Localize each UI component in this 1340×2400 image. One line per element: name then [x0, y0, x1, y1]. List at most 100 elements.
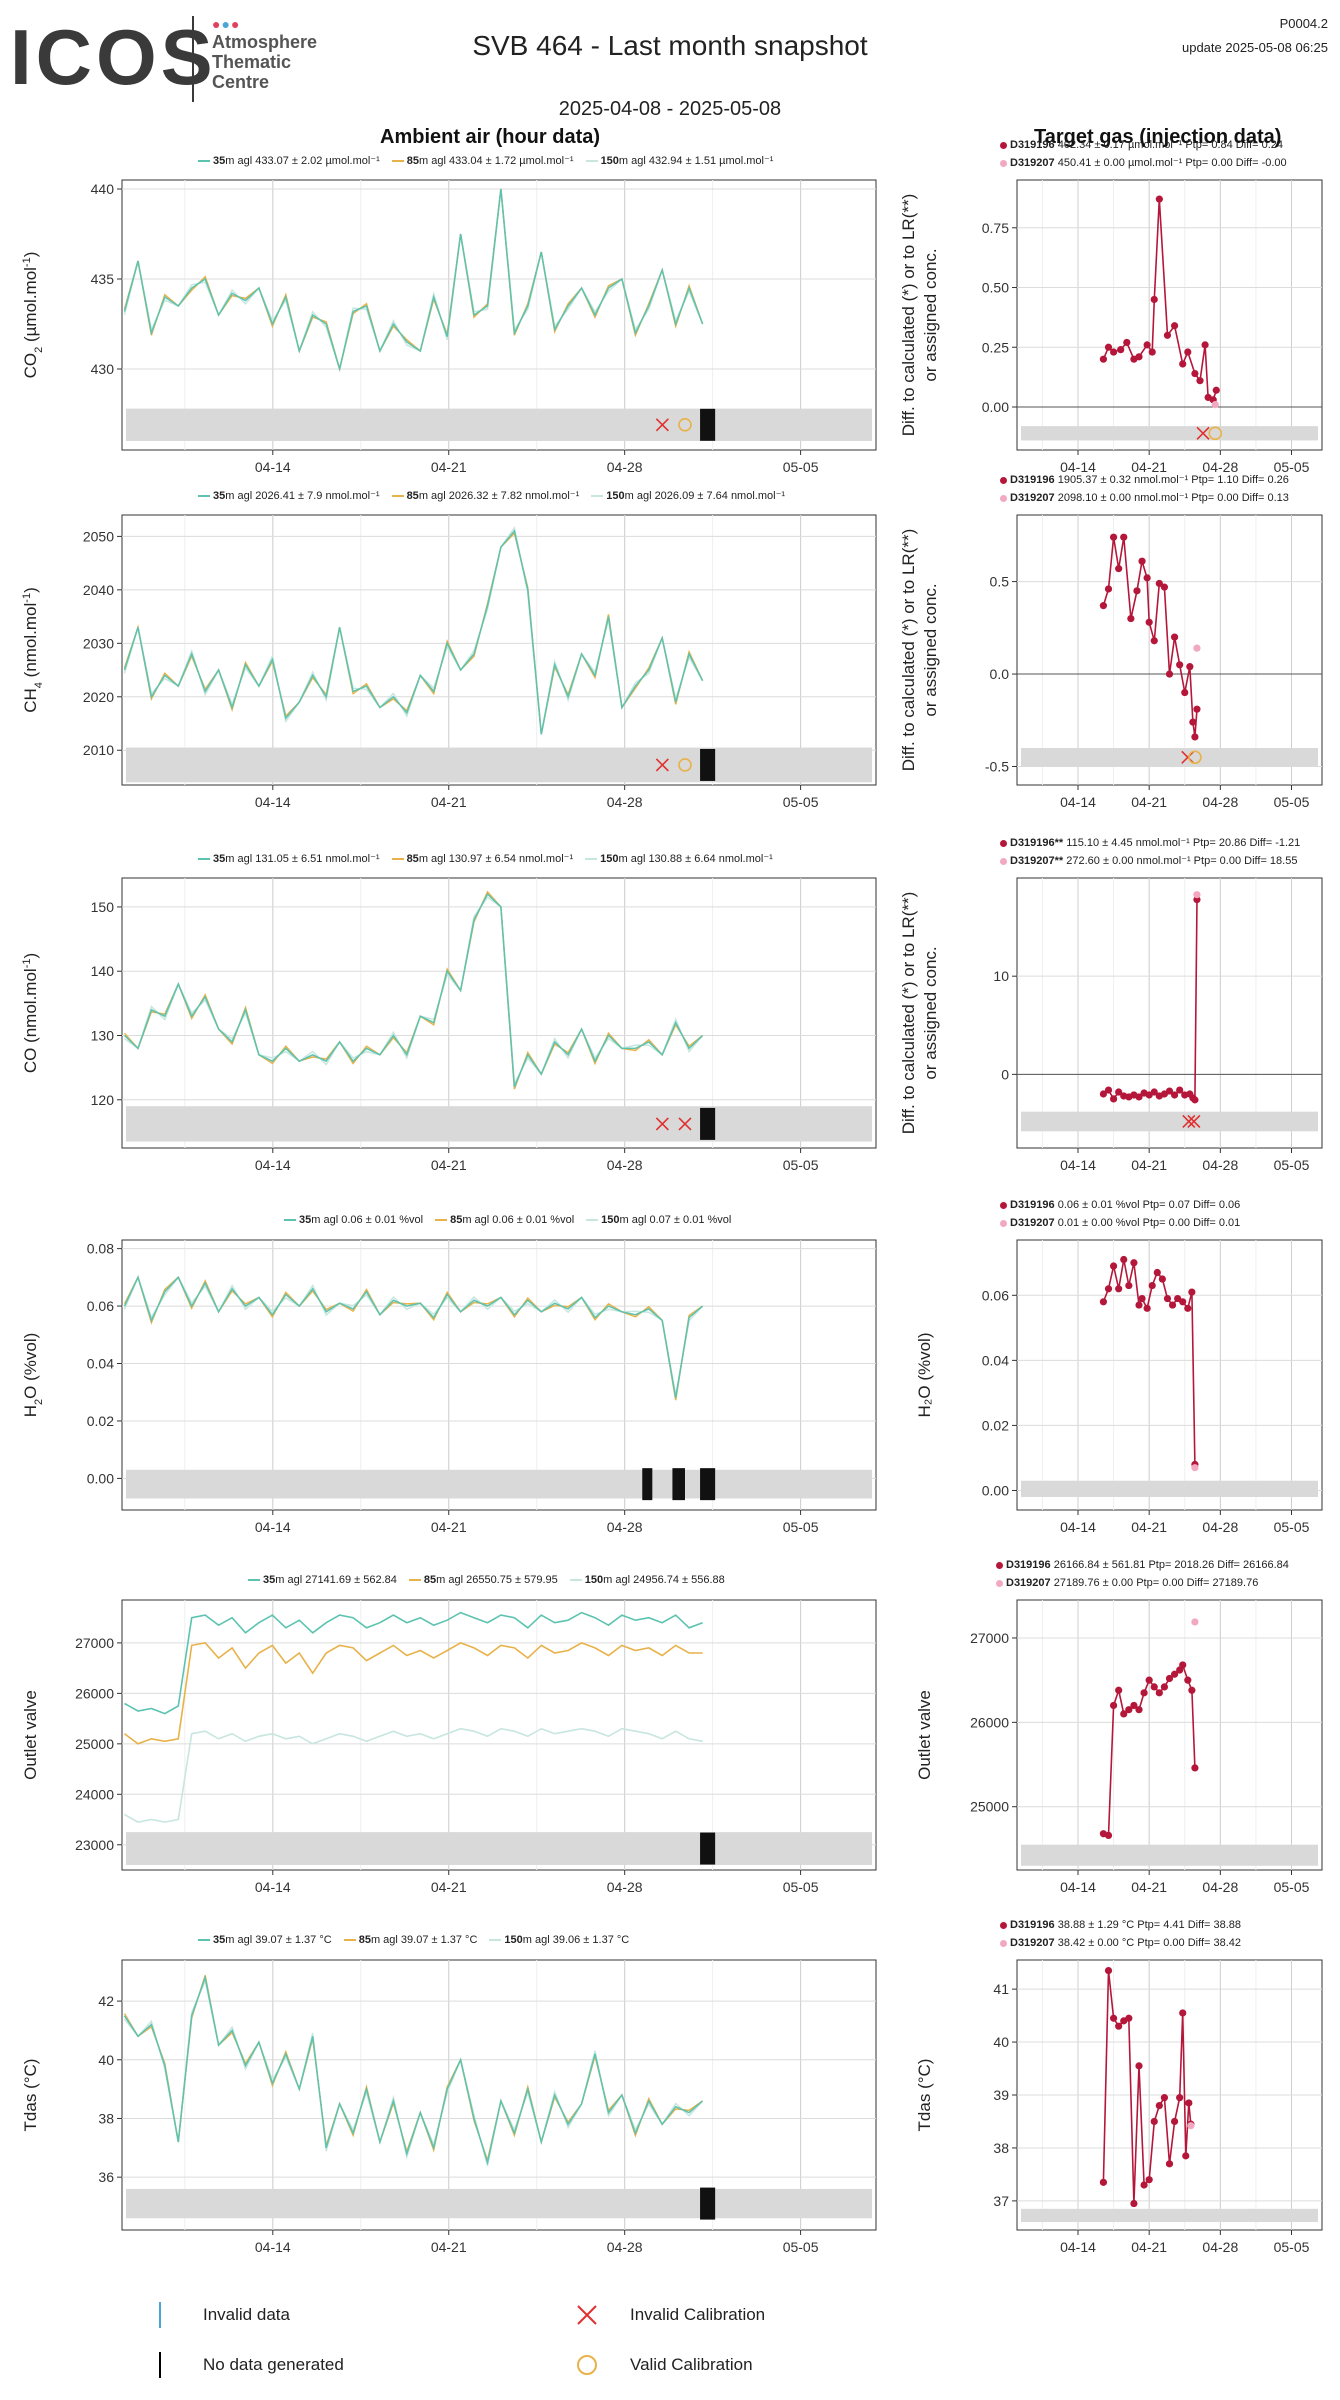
y-tick-label: 0.50	[982, 280, 1009, 296]
y-tick-label: 36	[98, 2169, 114, 2185]
y-tick-label: 40	[993, 2034, 1009, 2050]
y-tick-label: 40	[98, 2052, 114, 2068]
y-axis-label: Outlet valve	[21, 1690, 40, 1780]
legend-text: m agl 27141.69 ± 562.84	[275, 1574, 397, 1586]
y-axis-label: Diff. to calculated (*) or to LR(**) or a…	[899, 892, 940, 1135]
target-point	[1186, 663, 1194, 671]
plot-frame	[121, 514, 877, 786]
no-data-block	[700, 748, 716, 781]
target-legend-dot	[1000, 1219, 1007, 1227]
x-tick-label: 04-14	[255, 794, 291, 810]
y-axis-label: Tdas (°C)	[915, 2059, 934, 2132]
x-tick-label: 04-21	[1131, 459, 1167, 475]
target-point	[1179, 360, 1187, 368]
y-tick-label: 23000	[75, 1837, 114, 1853]
target-id: D319207	[1010, 492, 1055, 504]
legend-text: m agl 24956.74 ± 556.88	[603, 1574, 725, 1586]
y-tick-label: 0.0	[990, 666, 1010, 682]
y-axis-label-text: H2O (%vol)	[21, 1333, 45, 1418]
x-tick-label: 05-05	[783, 1519, 819, 1535]
legend-text: m agl 0.06 ± 0.01 %vol	[462, 1214, 575, 1226]
legend-swatch	[435, 1219, 448, 1222]
y-tick-label: 27000	[970, 1630, 1009, 1646]
target-point	[1104, 1966, 1113, 1975]
target-point	[1109, 1701, 1118, 1710]
invalid-calibration-marker	[678, 1117, 692, 1131]
target-stats: 26166.84 ± 561.81 Ptp= 2018.26 Diff= 261…	[1050, 1559, 1289, 1571]
target-legend-dot	[996, 1561, 1003, 1569]
legend-text: m agl 131.05 ± 6.51 nmol.mol⁻¹	[225, 853, 380, 865]
legend-height: 150	[504, 1934, 523, 1946]
date-range: 2025-04-08 - 2025-05-08	[558, 98, 782, 120]
y-axis-label-text: or assigned conc.	[921, 248, 940, 381]
y-tick-label: 0.04	[982, 1352, 1009, 1368]
y-tick-label: 2020	[83, 689, 114, 705]
target-point	[1165, 670, 1174, 678]
x-tick-label: 04-21	[1131, 1519, 1167, 1535]
target-legend-dot	[1000, 494, 1007, 502]
target-point	[1135, 1706, 1143, 1714]
legend-text: m agl 2026.09 ± 7.64 nmol.mol⁻¹	[624, 490, 786, 502]
target-legend-row: D319207 2098.10 ± 0.00 nmol.mol⁻¹ Ptp= 0…	[1000, 489, 1289, 507]
x-tick-label: 04-21	[431, 794, 467, 810]
x-tick-label: 05-05	[1274, 1879, 1310, 1895]
target-stats: 402.34 ± 0.17 µmol.mol⁻¹ Ptp= 0.84 Diff=…	[1054, 139, 1283, 151]
x-tick-label: 05-05	[783, 1157, 819, 1173]
target-point-secondary	[1211, 401, 1219, 409]
target-point	[1179, 1661, 1187, 1669]
legend-swatch	[569, 1579, 582, 1582]
flag-band	[126, 1106, 872, 1142]
y-tick-label: 120	[91, 1092, 115, 1108]
target-point	[1165, 2160, 1174, 2168]
x-tick-label: 05-05	[783, 2239, 819, 2255]
y-tick-label: -0.5	[985, 759, 1009, 775]
no-data-block	[700, 408, 716, 441]
target-point	[1184, 348, 1192, 356]
y-axis-label: Tdas (°C)	[21, 2059, 40, 2132]
target-id: D319207	[1010, 157, 1055, 169]
target-point	[1160, 2094, 1169, 2102]
x-tick-label: 05-05	[1274, 2239, 1310, 2255]
y-tick-label: 25000	[75, 1736, 114, 1752]
target-point	[1125, 2014, 1133, 2022]
x-tick-label: 04-28	[607, 1519, 643, 1535]
target-point	[1170, 633, 1179, 641]
y-tick-label: 24000	[75, 1786, 114, 1802]
target-point	[1176, 661, 1184, 669]
target-point	[1145, 618, 1153, 626]
target-point	[1104, 585, 1113, 593]
legend-swatch	[343, 1939, 356, 1942]
x-tick-label: 04-21	[431, 1879, 467, 1895]
target-point	[1179, 1298, 1187, 1306]
flag-band	[1021, 1844, 1318, 1866]
legend-swatch	[391, 495, 404, 498]
legend-height: 35	[213, 853, 226, 865]
target-point	[1115, 1285, 1123, 1293]
legend-height: 35	[299, 1214, 312, 1226]
ambient-legend: 35m agl 27141.69 ± 562.84 85m agl 26550.7…	[236, 1574, 725, 1586]
legend-height: 85	[406, 853, 419, 865]
update-timestamp: update 2025-05-08 06:25	[1181, 40, 1328, 55]
target-id: D319196	[1010, 1199, 1055, 1211]
target-point	[1140, 1689, 1148, 1697]
target-point	[1201, 341, 1209, 349]
legend-height: 85	[406, 155, 420, 167]
target-point	[1150, 1088, 1158, 1096]
plot-frame	[1016, 877, 1323, 1149]
target-legend-dot	[1000, 857, 1007, 865]
x-tick-label: 04-14	[1060, 2239, 1096, 2255]
invalid-data-swatch	[159, 2302, 161, 2328]
logo-subtitle-line: Atmosphere	[212, 32, 318, 52]
legend-swatch	[586, 1219, 599, 1222]
valid-calibration-marker	[1208, 426, 1223, 441]
target-point	[1179, 2009, 1187, 2017]
y-tick-label: 2050	[83, 528, 114, 544]
target-id: D319196**	[1010, 837, 1064, 849]
x-tick-label: 04-28	[1202, 1157, 1238, 1173]
target-point	[1099, 1090, 1108, 1098]
y-tick-label: 0.5	[990, 574, 1010, 590]
x-tick-label: 04-28	[607, 2239, 643, 2255]
y-axis-label-text: H₂O (%vol)	[915, 1333, 934, 1418]
invalid-calibration-marker	[655, 758, 669, 772]
target-point-secondary	[1187, 2122, 1195, 2130]
